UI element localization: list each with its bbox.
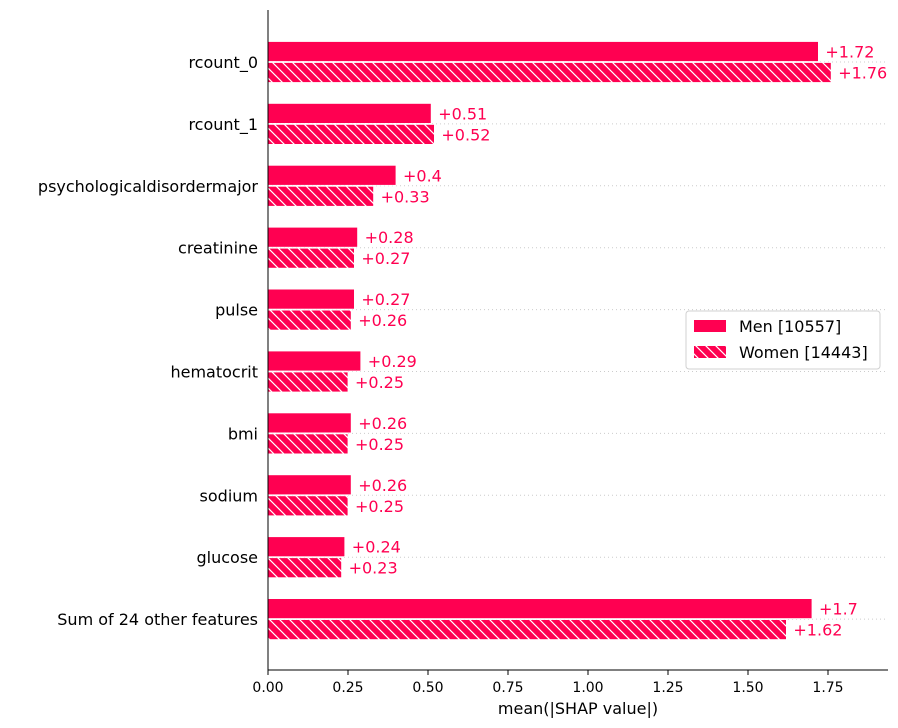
axes: 0.00 0.25 0.50 0.75 1.00 1.25 1.50 1.75 <box>252 10 888 696</box>
value-label: +0.25 <box>355 373 404 392</box>
value-label: +0.33 <box>381 187 430 206</box>
bar-men <box>267 164 397 186</box>
category-labels: rcount_0 rcount_1 psychologicaldisordermaj… <box>38 53 259 629</box>
bar-women <box>267 557 342 579</box>
legend-swatch <box>694 320 726 332</box>
bar-men <box>267 350 362 372</box>
x-tick-label: 1.50 <box>732 680 763 696</box>
category-label: rcount_0 <box>188 53 258 73</box>
value-label: +0.26 <box>358 476 407 495</box>
category-label: creatinine <box>178 239 258 258</box>
legend-label: Men [10557] <box>739 317 841 336</box>
value-label: +0.51 <box>438 104 487 123</box>
bar-women <box>267 371 349 393</box>
value-label: +1.76 <box>838 64 887 83</box>
category-label: bmi <box>228 424 258 443</box>
value-label: +0.26 <box>358 311 407 330</box>
x-axis-label: mean(|SHAP value|) <box>498 699 658 718</box>
category-label: pulse <box>215 301 258 320</box>
bar-men <box>267 41 819 62</box>
grid-lines <box>268 61 888 620</box>
legend: Men [10557] Women [14443] <box>685 310 881 370</box>
bar-women <box>267 619 787 640</box>
value-labels: +1.72 +1.76 +0.51 +0.52 +0.4 +0.33 +0.28 +0.27 +… <box>349 43 888 640</box>
x-tick-label: 0.75 <box>492 680 523 696</box>
x-tick-label: 1.25 <box>652 680 683 696</box>
bar-women <box>267 62 832 83</box>
legend-box <box>685 310 881 370</box>
bar-men <box>267 474 352 496</box>
bar-men <box>267 598 813 619</box>
value-label: +0.25 <box>355 435 404 454</box>
bar-men <box>267 103 432 124</box>
bar-men <box>267 536 346 558</box>
value-label: +1.62 <box>793 621 842 640</box>
value-label: +0.24 <box>352 538 401 557</box>
category-label: rcount_1 <box>188 115 258 135</box>
value-label: +0.28 <box>365 228 414 247</box>
value-label: +0.23 <box>349 559 398 578</box>
bars <box>267 41 832 640</box>
bar-men <box>267 288 355 310</box>
value-label: +1.72 <box>825 43 874 62</box>
bar-women <box>267 309 352 331</box>
value-label: +0.29 <box>368 352 417 371</box>
legend-swatch <box>694 346 726 358</box>
bar-women <box>267 247 355 269</box>
category-label: glucose <box>196 548 258 567</box>
bar-women <box>267 185 374 207</box>
value-label: +1.7 <box>819 600 858 619</box>
value-label: +0.4 <box>403 166 442 185</box>
bar-women <box>267 433 349 455</box>
legend-label: Women [14443] <box>739 343 868 362</box>
x-tick-label: 0.50 <box>412 680 443 696</box>
category-label: sodium <box>200 486 258 505</box>
value-label: +0.26 <box>358 414 407 433</box>
value-label: +0.25 <box>355 497 404 516</box>
x-tick-label: 0.25 <box>332 680 363 696</box>
x-tick-label: 0.00 <box>252 680 283 696</box>
value-label: +0.27 <box>361 249 410 268</box>
category-label: Sum of 24 other features <box>57 610 258 629</box>
bar-women <box>267 124 435 145</box>
category-label: psychologicaldisordermajor <box>38 177 259 196</box>
bar-women <box>267 495 349 517</box>
bar-men <box>267 412 352 434</box>
x-tick-label: 1.75 <box>812 680 843 696</box>
value-label: +0.52 <box>441 125 490 144</box>
value-label: +0.27 <box>361 290 410 309</box>
x-tick-label: 1.00 <box>572 680 603 696</box>
bar-men <box>267 226 358 248</box>
category-label: hematocrit <box>170 363 258 382</box>
